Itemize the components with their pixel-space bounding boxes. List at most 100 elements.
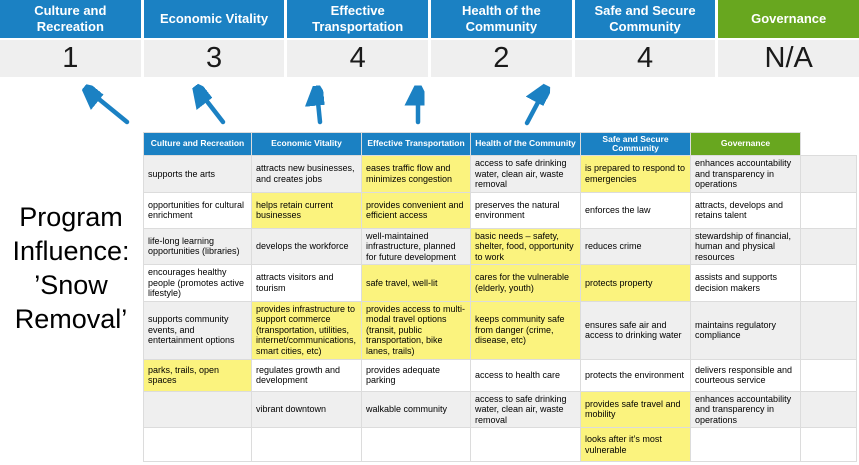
matrix-cell: attracts new businesses, and creates job… bbox=[251, 155, 362, 193]
matrix-cell: develops the workforce bbox=[251, 227, 362, 265]
matrix-cell: is prepared to respond to emergencies bbox=[580, 155, 691, 193]
matrix-cell: provides adequate parking bbox=[361, 358, 471, 392]
matrix-cell: protects the environment bbox=[580, 358, 691, 392]
arrow-transportation-icon bbox=[317, 92, 320, 125]
matrix-cell-empty bbox=[361, 427, 471, 462]
matrix-cell: opportunities for cultural enrichment bbox=[143, 191, 252, 229]
matrix-cell: preserves the natural environment bbox=[470, 191, 581, 229]
matrix-cell: basic needs – safety, shelter, food, opp… bbox=[470, 227, 581, 265]
banner-header-label: Health of the Community bbox=[431, 0, 572, 38]
banner-score-value: 4 bbox=[574, 40, 716, 77]
matrix-cell: reduces crime bbox=[580, 227, 691, 265]
matrix-cell-filler bbox=[800, 390, 857, 428]
matrix-cell-filler bbox=[800, 155, 857, 193]
program-label-line: Influence: bbox=[12, 236, 130, 266]
matrix-header-economic-vitality: Economic Vitality bbox=[251, 132, 362, 156]
score-banner: Culture and Recreation 1 Economic Vitality… bbox=[0, 0, 859, 77]
matrix-cell: supports community events, and entertain… bbox=[143, 300, 252, 360]
matrix-cell: delivers responsible and courteous servi… bbox=[690, 358, 801, 392]
banner-header-label: Governance bbox=[718, 0, 859, 38]
matrix-cell-filler bbox=[800, 191, 857, 229]
matrix-cell: stewardship of financial, human and phys… bbox=[690, 227, 801, 265]
banner-header-label: Culture and Recreation bbox=[0, 0, 141, 38]
program-label-line: Program bbox=[19, 202, 123, 232]
matrix-cell: vibrant downtown bbox=[251, 390, 362, 428]
banner-score-value: N/A bbox=[718, 40, 859, 77]
banner-header-label: Safe and Secure Community bbox=[574, 0, 716, 38]
matrix-cell-filler bbox=[800, 300, 857, 360]
banner-column-safe-and-secure-community: Safe and Secure Community 4 bbox=[574, 0, 716, 77]
matrix-row: vibrant downtown walkable community access… bbox=[143, 390, 857, 428]
banner-column-economic-vitality: Economic Vitality 3 bbox=[143, 0, 285, 77]
matrix-cell-empty bbox=[143, 427, 252, 462]
matrix-cell: safe travel, well-lit bbox=[361, 264, 471, 302]
matrix-cell: maintains regulatory compliance bbox=[690, 300, 801, 360]
program-influence-label: Program Influence: ’Snow Removal’ bbox=[0, 200, 142, 336]
matrix-cell: attracts, develops and retains talent bbox=[690, 191, 801, 229]
banner-score-value: 2 bbox=[431, 40, 572, 77]
matrix-row: looks after it’s most vulnerable bbox=[143, 427, 857, 462]
arrow-economic-icon bbox=[199, 91, 226, 125]
matrix-header-culture-and-recreation: Culture and Recreation bbox=[143, 132, 252, 156]
matrix-row: encourages healthy people (promotes acti… bbox=[143, 264, 857, 302]
matrix-cell-empty bbox=[251, 427, 362, 462]
banner-column-effective-transportation: Effective Transportation 4 bbox=[287, 0, 429, 77]
matrix-cell: helps retain current businesses bbox=[251, 191, 362, 229]
matrix-row: supports the arts attracts new businesses… bbox=[143, 155, 857, 193]
matrix-cell: provides convenient and efficient access bbox=[361, 191, 471, 229]
matrix-cell: attracts visitors and tourism bbox=[251, 264, 362, 302]
matrix-cell: keeps community safe from danger (crime,… bbox=[470, 300, 581, 360]
matrix-cell: regulates growth and development bbox=[251, 358, 362, 392]
matrix-header-health-of-the-community: Health of the Community bbox=[470, 132, 581, 156]
matrix-cell: supports the arts bbox=[143, 155, 252, 193]
matrix-cell-empty bbox=[470, 427, 581, 462]
matrix-cell: looks after it’s most vulnerable bbox=[580, 427, 691, 462]
banner-column-culture-and-recreation: Culture and Recreation 1 bbox=[0, 0, 141, 77]
matrix-cell-filler bbox=[800, 427, 857, 462]
influence-matrix: Culture and Recreation Economic Vitality E… bbox=[143, 132, 857, 462]
matrix-cell: enhances accountability and transparency… bbox=[690, 390, 801, 428]
arrow-culture-icon bbox=[89, 91, 130, 125]
banner-column-governance: Governance N/A bbox=[718, 0, 859, 77]
matrix-row: opportunities for cultural enrichment hel… bbox=[143, 191, 857, 229]
matrix-cell: provides infrastructure to support comme… bbox=[251, 300, 362, 360]
banner-header-label: Effective Transportation bbox=[287, 0, 429, 38]
matrix-header-filler bbox=[801, 133, 857, 156]
matrix-cell-empty bbox=[690, 427, 801, 462]
matrix-header-governance: Governance bbox=[690, 132, 801, 156]
matrix-cell: provides safe travel and mobility bbox=[580, 390, 691, 428]
matrix-cell: assists and supports decision makers bbox=[690, 264, 801, 302]
matrix-cell: life-long learning opportunities (librar… bbox=[143, 227, 252, 265]
influence-matrix-table: Culture and Recreation Economic Vitality E… bbox=[143, 132, 857, 462]
matrix-cell: encourages healthy people (promotes acti… bbox=[143, 264, 252, 302]
matrix-cell: enhances accountability and transparency… bbox=[690, 155, 801, 193]
banner-score-value: 1 bbox=[0, 40, 141, 77]
matrix-cell: well-maintained infrastructure, planned … bbox=[361, 227, 471, 265]
matrix-cell-filler bbox=[800, 227, 857, 265]
matrix-header-row: Culture and Recreation Economic Vitality E… bbox=[143, 132, 857, 156]
matrix-cell: protects property bbox=[580, 264, 691, 302]
matrix-header-effective-transportation: Effective Transportation bbox=[361, 132, 471, 156]
matrix-row: parks, trails, open spaces regulates grow… bbox=[143, 358, 857, 392]
matrix-cell-filler bbox=[800, 358, 857, 392]
banner-header-label: Economic Vitality bbox=[143, 0, 285, 38]
matrix-cell: provides access to multi-modal travel op… bbox=[361, 300, 471, 360]
matrix-header-safe-and-secure-community: Safe and Secure Community bbox=[580, 132, 691, 156]
matrix-cell-filler bbox=[800, 264, 857, 302]
matrix-cell: access to safe drinking water, clean air… bbox=[470, 390, 581, 428]
matrix-cell-empty bbox=[143, 390, 252, 428]
matrix-cell: access to safe drinking water, clean air… bbox=[470, 155, 581, 193]
matrix-cell: access to health care bbox=[470, 358, 581, 392]
matrix-cell: enforces the law bbox=[580, 191, 691, 229]
matrix-row: life-long learning opportunities (librar… bbox=[143, 227, 857, 265]
banner-score-value: 4 bbox=[287, 40, 429, 77]
arrow-safe-icon bbox=[524, 91, 544, 126]
matrix-cell: cares for the vulnerable (elderly, youth… bbox=[470, 264, 581, 302]
matrix-cell: eases traffic flow and minimizes congest… bbox=[361, 155, 471, 193]
banner-score-value: 3 bbox=[143, 40, 285, 77]
matrix-row: supports community events, and entertain… bbox=[143, 300, 857, 360]
matrix-cell: walkable community bbox=[361, 390, 471, 428]
program-label-line: Removal’ bbox=[14, 304, 128, 334]
matrix-cell: parks, trails, open spaces bbox=[143, 358, 252, 392]
